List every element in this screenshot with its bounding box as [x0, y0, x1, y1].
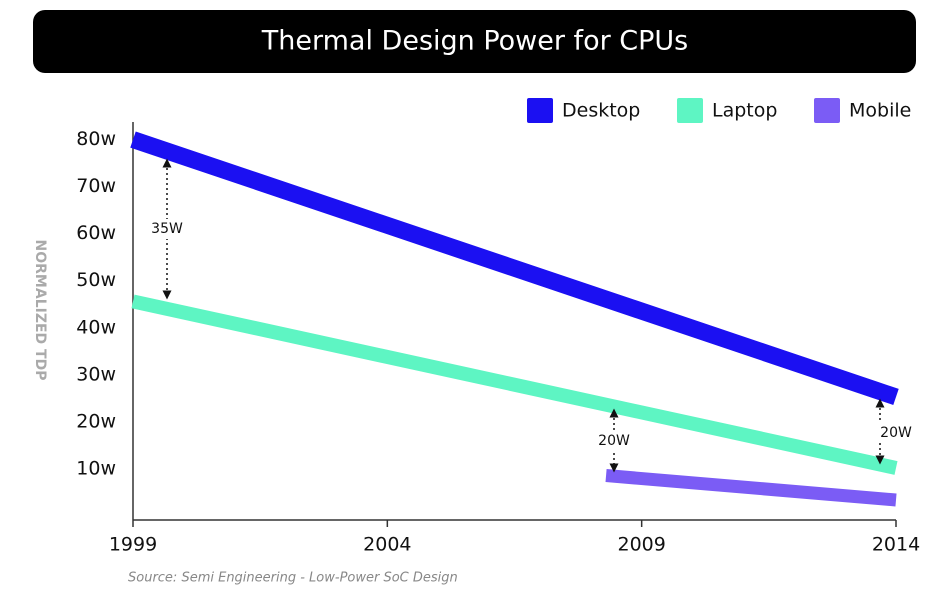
- x-tick-label: 2009: [617, 534, 665, 556]
- y-tick-label: 60w: [76, 222, 116, 244]
- y-tick-label: 50w: [76, 269, 116, 291]
- y-tick-label: 70w: [76, 175, 116, 197]
- legend-label: Desktop: [562, 100, 640, 122]
- legend-swatch: [527, 98, 553, 123]
- annotation: 20W: [880, 425, 912, 441]
- series-line: [131, 294, 898, 475]
- y-tick-label: 30w: [76, 363, 116, 385]
- legend-swatch: [677, 98, 703, 123]
- legend-label: Laptop: [712, 100, 777, 122]
- annotation-bg: [594, 431, 634, 451]
- legend-label: Mobile: [849, 100, 911, 122]
- y-tick-label: 40w: [76, 316, 116, 338]
- source-note: Source: Semi Engineering - Low-Power SoC…: [128, 571, 458, 586]
- y-axis-label: NORMALIZED TDP: [32, 240, 48, 381]
- x-tick-label: 1999: [109, 534, 157, 556]
- y-tick-label: 10w: [76, 457, 116, 479]
- y-tick-label: 80w: [76, 128, 116, 150]
- chart-title: Thermal Design Power for CPUs: [261, 26, 688, 57]
- x-tick-label: 2014: [872, 534, 920, 556]
- annotation-bg: [147, 219, 187, 239]
- annotation: 20W: [598, 433, 630, 449]
- annotation: 35W: [151, 221, 183, 237]
- legend-swatch: [814, 98, 840, 123]
- title-bar: [33, 10, 916, 73]
- annotation-bg: [860, 423, 900, 443]
- series-line: [130, 131, 899, 405]
- x-tick-label: 2004: [363, 534, 411, 556]
- y-tick-label: 20w: [76, 410, 116, 432]
- series-line: [605, 469, 897, 507]
